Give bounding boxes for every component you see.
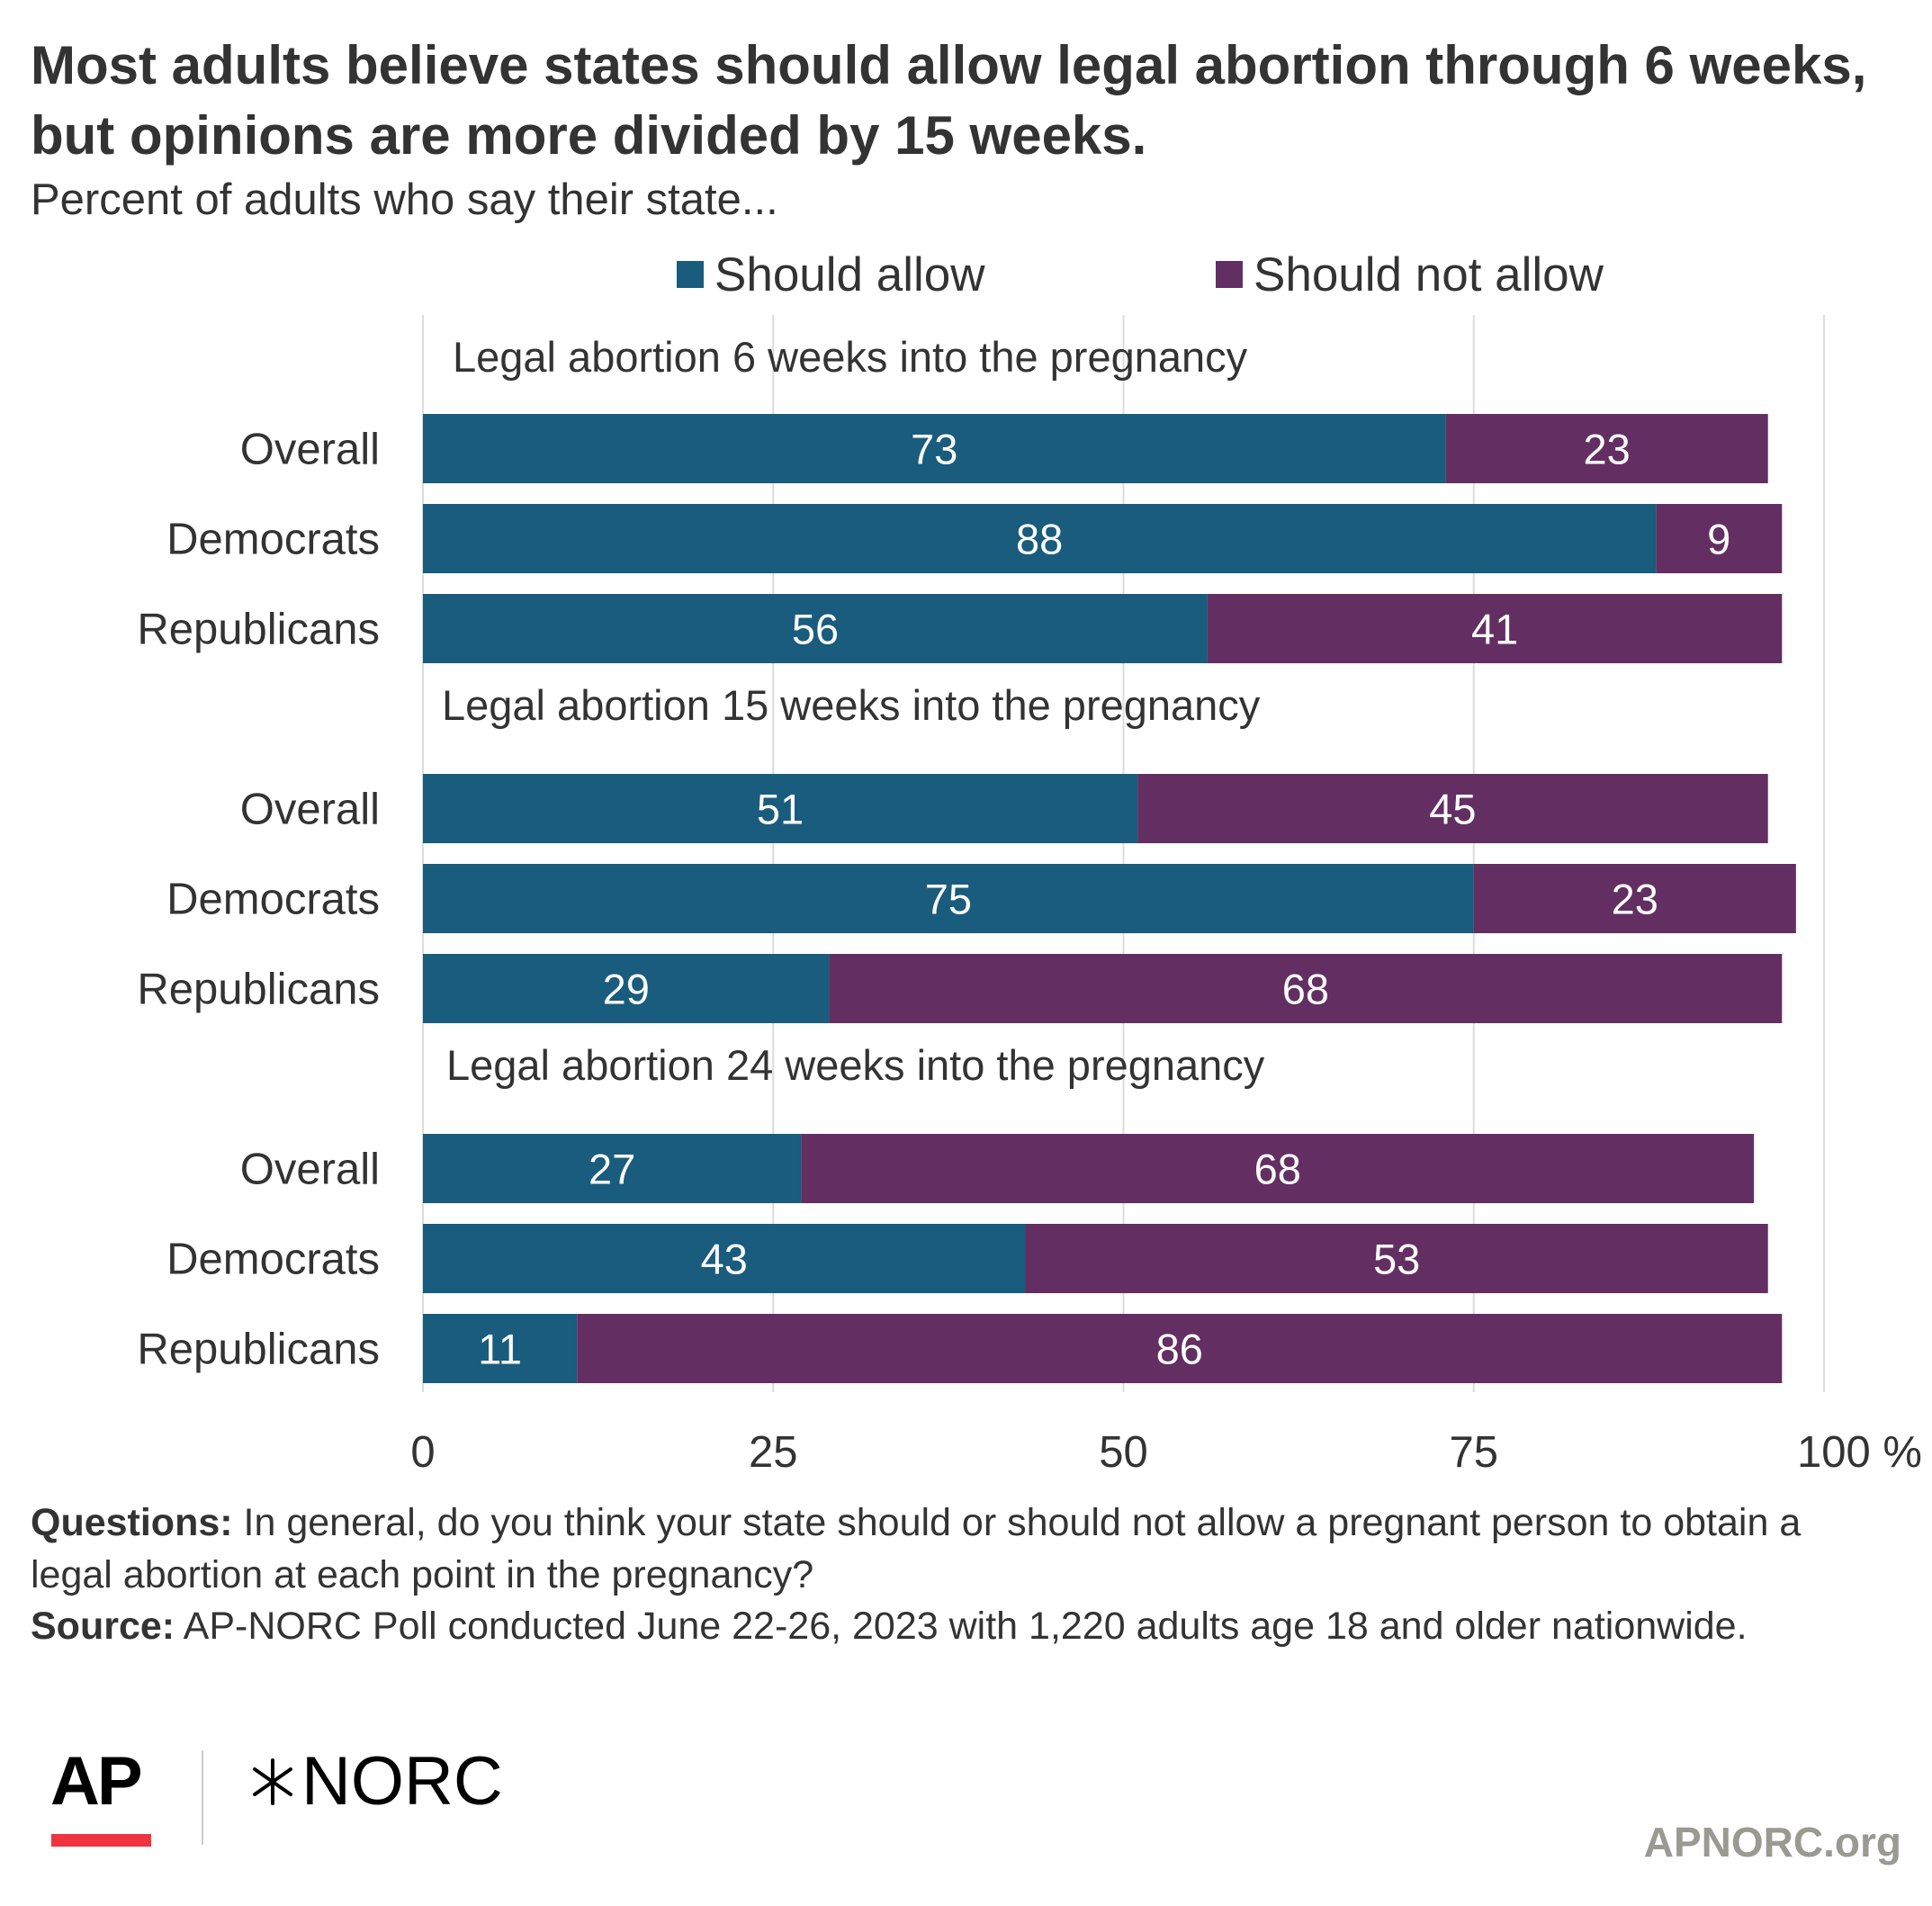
row-label: Democrats [166,876,380,924]
row-label: Republicans [137,966,380,1014]
legend-swatch-should-allow [677,261,704,288]
row-label: Overall [240,1146,380,1194]
bar-should-not-allow [1656,504,1783,573]
norc-logo-text: NORC [301,1743,503,1820]
bar-should-allow [423,504,1657,573]
source-text: AP-NORC Poll conducted June 22-26, 2023 … [175,1605,1748,1648]
data-label-should-allow: 56 [792,606,839,653]
legend-label-should-allow: Should allow [714,247,985,301]
footnote: Questions: In general, do you think your… [31,1497,1893,1653]
data-label-should-allow: 75 [925,876,972,923]
data-label-should-not-allow: 68 [1254,1146,1301,1193]
ap-logo: AP [50,1743,143,1820]
ap-logo-underline [51,1834,151,1847]
bar-should-allow [423,414,1446,483]
data-label-should-not-allow: 86 [1156,1326,1203,1373]
data-label-should-allow: 88 [1016,516,1063,563]
chart-title: Most adults believe states should allow … [31,35,1867,166]
x-tick-label: 50 [1099,1428,1148,1476]
data-label-should-not-allow: 45 [1429,786,1476,833]
source-label: Source: [31,1605,175,1648]
legend-swatch-should-not-allow [1216,261,1243,288]
bar-should-not-allow [577,1314,1783,1383]
row-label: Democrats [166,516,380,564]
data-label-should-allow: 73 [911,426,957,473]
x-tick-label: 100 % [1797,1428,1922,1476]
data-label-should-allow: 51 [757,786,804,833]
questions-label: Questions: [31,1501,233,1544]
row-label: Overall [240,786,380,834]
data-label-should-not-allow: 68 [1282,966,1329,1013]
logo-divider [202,1750,203,1845]
footnote-questions: Questions: In general, do you think your… [31,1497,1893,1601]
legend: Should allow Should not allow [0,243,1932,306]
row-label: Overall [240,426,380,474]
x-tick-label: 25 [749,1428,798,1476]
bar-should-allow [423,1224,1026,1293]
x-tick-label: 0 [410,1428,435,1476]
data-label-should-not-allow: 9 [1707,516,1730,563]
data-label-should-not-allow: 53 [1373,1236,1420,1283]
group-title: Legal abortion 6 weeks into the pregnanc… [453,333,1248,381]
bar-should-not-allow [829,954,1783,1023]
legend-label-should-not-allow: Should not allow [1254,247,1604,301]
norc-star-icon [253,1758,292,1805]
group-title: Legal abortion 15 weeks into the pregnan… [442,681,1261,729]
site-url: APNORC.org [1643,1819,1901,1866]
bar-should-allow [423,1314,578,1383]
bar-should-not-allow [801,1134,1755,1203]
bar-should-not-allow [1445,414,1768,483]
questions-text: In general, do you think your state shou… [31,1501,1802,1596]
x-tick-label: 75 [1449,1428,1498,1476]
norc-logo: NORC [247,1741,503,1822]
data-label-should-not-allow: 23 [1584,426,1631,473]
group-title: Legal abortion 24 weeks into the pregnan… [446,1041,1265,1089]
legend-item-should-allow: Should allow [677,243,985,306]
data-label-should-allow: 29 [603,966,650,1013]
bar-should-allow [423,594,1208,663]
legend-item-should-not-allow: Should not allow [1216,243,1604,306]
data-label-should-allow: 43 [701,1236,748,1283]
row-label: Republicans [137,1326,380,1374]
stacked-bar-chart: 0 25 50 75 100 % Legal abortion 6 weeks into … [137,315,1922,1476]
bar-should-not-allow [1137,774,1768,843]
chart-subtitle: Percent of adults who say their state... [31,175,778,224]
data-label-should-allow: 27 [589,1146,635,1193]
bar-should-allow [423,864,1474,933]
bar-should-not-allow [1473,864,1796,933]
data-label-should-not-allow: 23 [1612,876,1658,923]
row-label: Republicans [137,606,380,654]
bar-should-not-allow [1025,1224,1768,1293]
bar-should-allow [423,954,830,1023]
bar-should-allow [423,1134,802,1203]
data-label-should-not-allow: 41 [1471,606,1518,653]
bar-should-allow [423,774,1138,843]
row-label: Democrats [166,1236,380,1284]
footnote-source: Source: AP-NORC Poll conducted June 22-2… [31,1601,1893,1653]
data-label-should-allow: 11 [478,1326,522,1373]
bar-should-not-allow [1207,594,1783,663]
